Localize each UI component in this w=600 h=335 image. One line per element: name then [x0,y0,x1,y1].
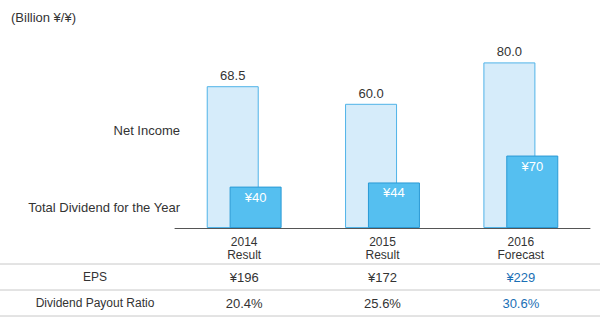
svg-text:Dividend Payout Ratio: Dividend Payout Ratio [36,296,155,310]
svg-text:¥70: ¥70 [520,159,543,174]
svg-text:¥229: ¥229 [505,270,535,285]
svg-text:¥172: ¥172 [367,270,397,285]
svg-text:¥44: ¥44 [382,185,405,200]
svg-text:¥196: ¥196 [229,270,259,285]
svg-text:60.0: 60.0 [358,86,383,101]
svg-text:25.6%: 25.6% [364,296,401,311]
svg-text:Forecast: Forecast [497,248,544,262]
svg-text:(Billion ¥/¥): (Billion ¥/¥) [11,10,76,25]
svg-text:68.5: 68.5 [220,68,245,83]
svg-text:2014: 2014 [231,235,258,249]
svg-text:Total Dividend for the Year: Total Dividend for the Year [28,200,180,215]
svg-text:¥40: ¥40 [244,190,267,205]
svg-text:80.0: 80.0 [497,44,522,59]
svg-text:Result: Result [227,248,262,262]
svg-text:Net Income: Net Income [114,123,180,138]
svg-text:EPS: EPS [83,270,107,284]
svg-text:Result: Result [365,248,400,262]
svg-text:20.4%: 20.4% [226,296,263,311]
svg-text:30.6%: 30.6% [502,296,539,311]
svg-text:2016: 2016 [507,235,534,249]
svg-text:2015: 2015 [369,235,396,249]
